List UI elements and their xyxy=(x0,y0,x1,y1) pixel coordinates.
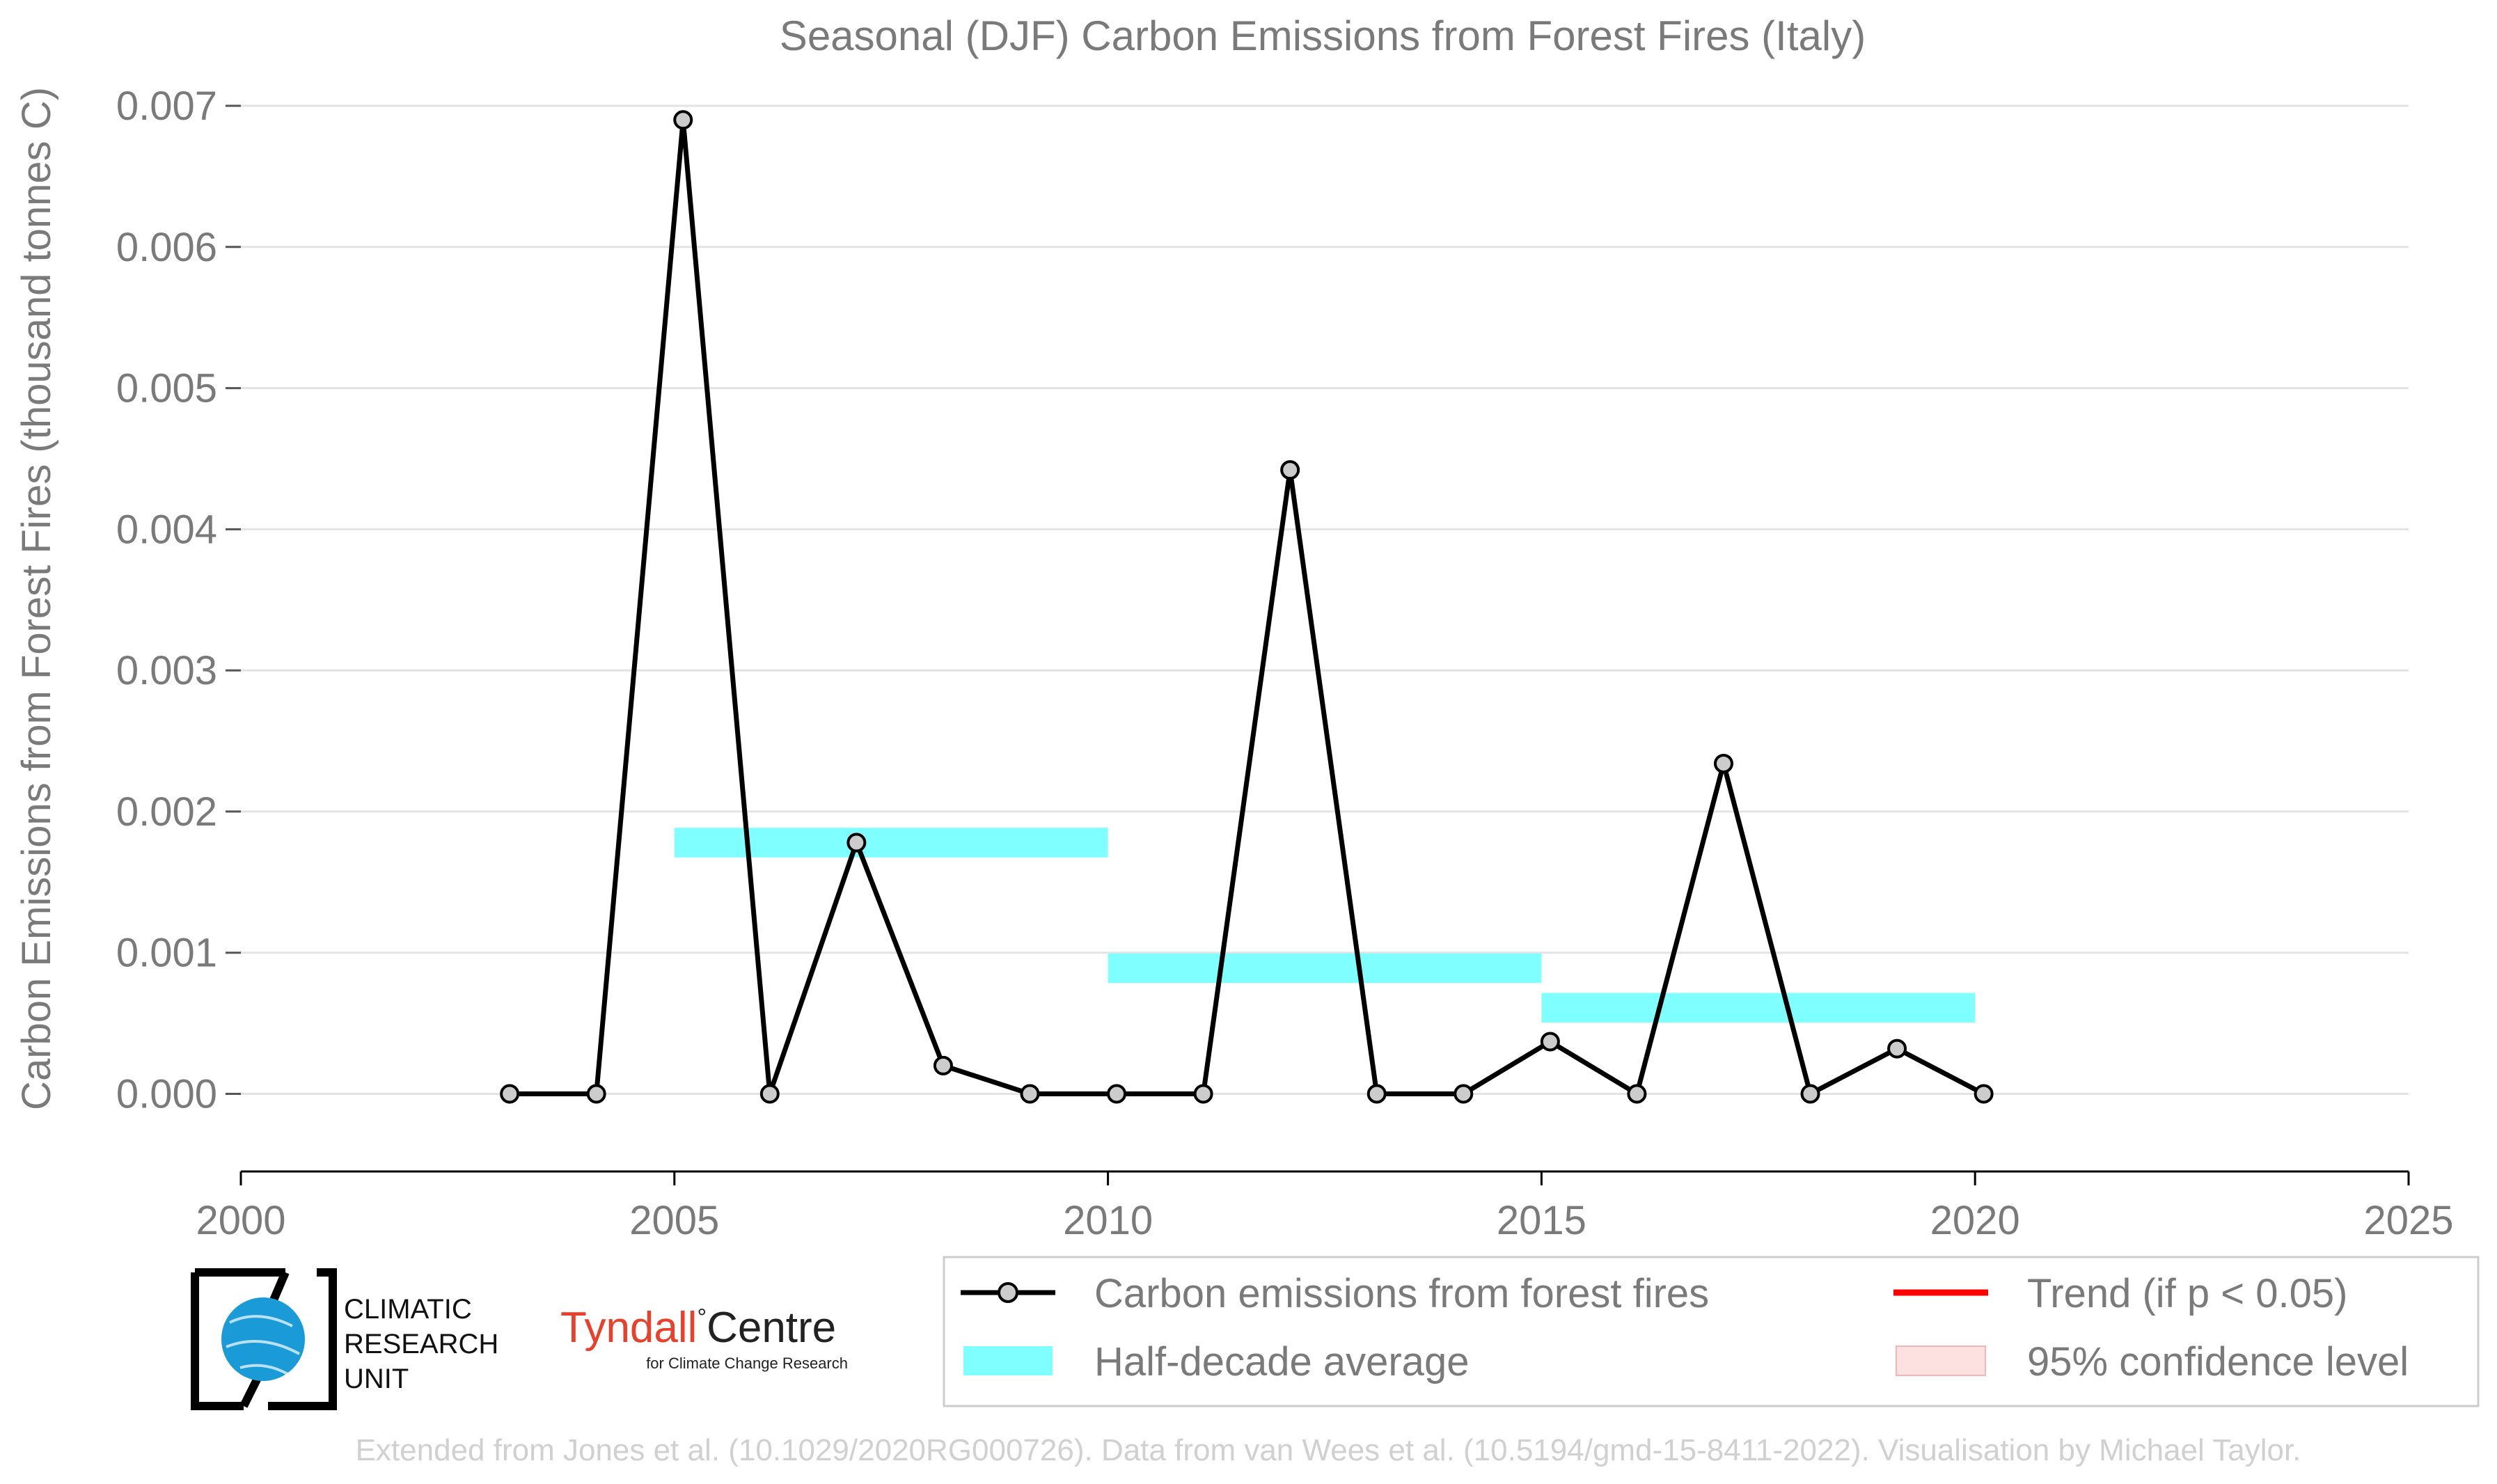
data-point xyxy=(1193,1084,1213,1104)
data-point xyxy=(673,110,693,130)
legend: Carbon emissions from forest fires Trend… xyxy=(943,1256,2480,1407)
legend-entry-half-decade: Half-decade average xyxy=(963,1339,1469,1384)
cru-logo-line2: RESEARCH xyxy=(344,1329,498,1359)
legend-label-half-decade: Half-decade average xyxy=(1094,1339,1469,1384)
y-tick-label: 0.001 xyxy=(116,931,217,976)
data-point xyxy=(1800,1084,1820,1104)
x-tick-label: 2000 xyxy=(196,1198,285,1243)
data-point xyxy=(1974,1084,1994,1104)
series-line xyxy=(510,117,1985,1096)
tyndall-logo: Tyndall°Centre for Climate Change Resear… xyxy=(560,1304,848,1372)
data-point xyxy=(586,1084,606,1104)
cru-logo: CLIMATIC RESEARCH UNIT xyxy=(191,1268,498,1410)
x-tick-label: 2005 xyxy=(629,1198,719,1243)
x-tick-label: 2010 xyxy=(1063,1198,1153,1243)
data-point xyxy=(1540,1032,1560,1052)
legend-frame xyxy=(943,1256,2480,1407)
tyndall-degree-icon: ° xyxy=(697,1304,707,1331)
x-axis: 2000 2005 2010 2015 2020 2025 xyxy=(196,1170,2454,1243)
x-tick-label: 2025 xyxy=(2363,1198,2453,1243)
half-decade-average-bar xyxy=(1541,993,1976,1023)
chart-title: Seasonal (DJF) Carbon Emissions from For… xyxy=(780,13,1866,59)
footer-credit: Extended from Jones et al. (10.1029/2020… xyxy=(356,1433,2301,1467)
cru-logo-line1: CLIMATIC xyxy=(344,1294,472,1325)
data-point xyxy=(759,1084,780,1104)
grid-lines xyxy=(241,104,2409,1095)
globe-icon xyxy=(221,1297,305,1381)
data-point xyxy=(500,1084,520,1104)
y-axis-label: Carbon Emissions from Forest Fires (thou… xyxy=(14,87,59,1110)
y-tick-label: 0.000 xyxy=(116,1071,217,1116)
half-decade-average-bar xyxy=(674,828,1108,858)
y-tick-label: 0.006 xyxy=(116,225,217,270)
tyndall-logo-sub: for Climate Change Research xyxy=(646,1355,848,1372)
data-point xyxy=(1107,1084,1127,1104)
data-point xyxy=(1454,1084,1474,1104)
legend-label-trend: Trend (if p < 0.05) xyxy=(2027,1271,2347,1316)
data-point xyxy=(1020,1084,1040,1104)
svg-text:Tyndall°Centre: Tyndall°Centre xyxy=(560,1304,836,1352)
y-axis-ticks: 0.000 0.001 0.002 0.003 0.004 0.005 0.006 0.007 xyxy=(116,84,241,1116)
data-point xyxy=(1887,1039,1907,1059)
data-point xyxy=(1713,753,1733,773)
half-decade-average-bars xyxy=(674,828,1976,1023)
tyndall-logo-left: Tyndall xyxy=(560,1304,697,1352)
half-decade-average-bar xyxy=(1108,953,1542,984)
y-tick-label: 0.007 xyxy=(116,84,217,129)
x-tick-label: 2020 xyxy=(1930,1198,2020,1243)
data-point xyxy=(846,832,867,853)
data-point xyxy=(1366,1084,1387,1104)
data-point xyxy=(1627,1084,1647,1104)
x-tick-label: 2015 xyxy=(1497,1198,1586,1243)
y-tick-label: 0.004 xyxy=(116,507,217,552)
y-tick-label: 0.005 xyxy=(116,366,217,411)
y-tick-label: 0.003 xyxy=(116,648,217,693)
tyndall-logo-right: Centre xyxy=(707,1304,836,1352)
emissions-series xyxy=(500,110,1994,1104)
legend-entry-trend: Trend (if p < 0.05) xyxy=(1893,1271,2347,1316)
legend-label-confidence: 95% confidence level xyxy=(2027,1339,2409,1384)
legend-entry-emissions: Carbon emissions from forest fires xyxy=(961,1271,1709,1316)
data-point xyxy=(1280,460,1300,480)
data-point xyxy=(933,1055,953,1075)
cru-logo-line3: UNIT xyxy=(344,1364,409,1394)
legend-entry-confidence: 95% confidence level xyxy=(1896,1339,2409,1384)
legend-label-emissions: Carbon emissions from forest fires xyxy=(1094,1271,1709,1316)
y-tick-label: 0.002 xyxy=(116,789,217,835)
